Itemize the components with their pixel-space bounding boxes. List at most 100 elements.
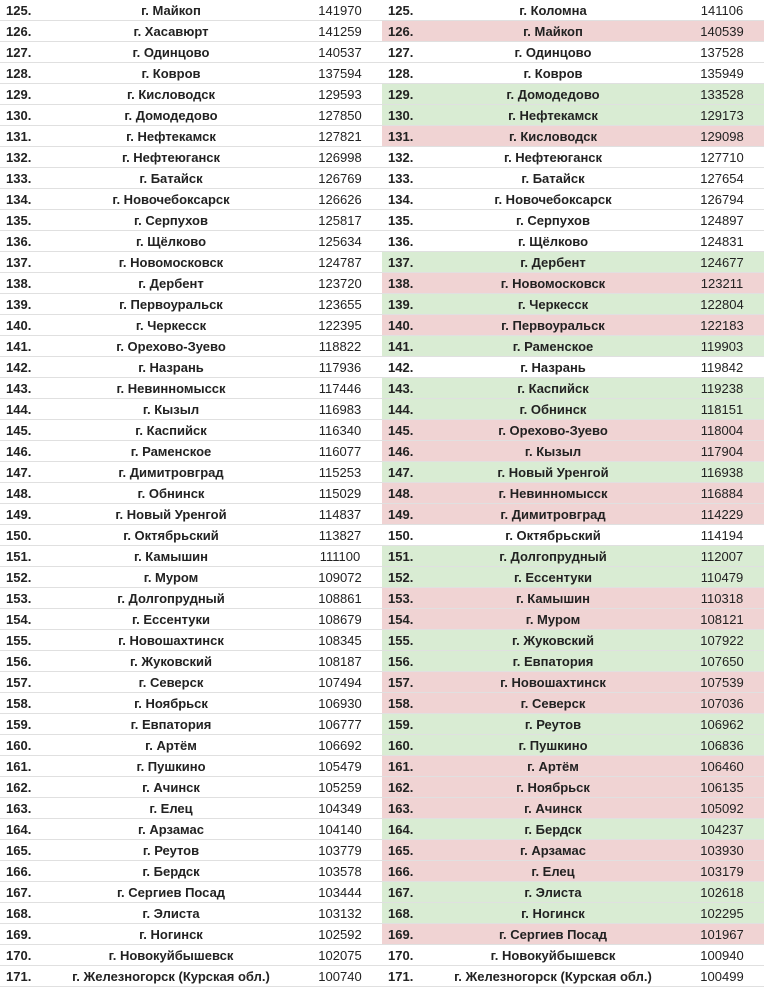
table-row: 133.г. Батайск126769 — [0, 168, 382, 189]
population-cell: 123655 — [298, 297, 382, 312]
population-cell: 104349 — [298, 801, 382, 816]
table-row: 167.г. Элиста102618 — [382, 882, 764, 903]
city-cell: г. Арзамас — [44, 822, 298, 837]
table-row: 136.г. Щёлково125634 — [0, 231, 382, 252]
table-row: 135.г. Серпухов124897 — [382, 210, 764, 231]
table-row: 129.г. Домодедово133528 — [382, 84, 764, 105]
population-cell: 118151 — [680, 402, 764, 417]
table-row: 163.г. Ачинск105092 — [382, 798, 764, 819]
rank-cell: 162. — [382, 780, 426, 795]
table-row: 168.г. Ногинск102295 — [382, 903, 764, 924]
rank-cell: 128. — [382, 66, 426, 81]
population-cell: 106836 — [680, 738, 764, 753]
population-cell: 106930 — [298, 696, 382, 711]
city-cell: г. Жуковский — [44, 654, 298, 669]
city-cell: г. Щёлково — [44, 234, 298, 249]
table-row: 157.г. Новошахтинск107539 — [382, 672, 764, 693]
city-cell: г. Ессентуки — [44, 612, 298, 627]
population-cell: 109072 — [298, 570, 382, 585]
population-cell: 103578 — [298, 864, 382, 879]
city-cell: г. Дербент — [426, 255, 680, 270]
city-cell: г. Ногинск — [426, 906, 680, 921]
city-cell: г. Октябрьский — [426, 528, 680, 543]
rank-cell: 161. — [382, 759, 426, 774]
rank-cell: 125. — [0, 3, 44, 18]
table-row: 146.г. Раменское116077 — [0, 441, 382, 462]
city-cell: г. Северск — [44, 675, 298, 690]
rank-cell: 146. — [0, 444, 44, 459]
population-cell: 118004 — [680, 423, 764, 438]
right-column: 125.г. Коломна141106126.г. Майкоп1405391… — [382, 0, 764, 987]
city-cell: г. Октябрьский — [44, 528, 298, 543]
population-cell: 102592 — [298, 927, 382, 942]
population-cell: 103930 — [680, 843, 764, 858]
city-cell: г. Ачинск — [426, 801, 680, 816]
population-cell: 124677 — [680, 255, 764, 270]
city-cell: г. Серпухов — [44, 213, 298, 228]
population-cell: 108861 — [298, 591, 382, 606]
table-row: 134.г. Новочебоксарск126626 — [0, 189, 382, 210]
city-cell: г. Обнинск — [426, 402, 680, 417]
city-cell: г. Элиста — [44, 906, 298, 921]
city-cell: г. Нефтеюганск — [426, 150, 680, 165]
population-cell: 126794 — [680, 192, 764, 207]
city-cell: г. Артём — [44, 738, 298, 753]
population-cell: 129593 — [298, 87, 382, 102]
table-row: 171.г. Железногорск (Курская обл.)100499 — [382, 966, 764, 987]
city-cell: г. Раменское — [426, 339, 680, 354]
rank-cell: 155. — [382, 633, 426, 648]
table-row: 160.г. Пушкино106836 — [382, 735, 764, 756]
table-row: 156.г. Евпатория107650 — [382, 651, 764, 672]
city-cell: г. Новокуйбышевск — [426, 948, 680, 963]
table-row: 157.г. Северск107494 — [0, 672, 382, 693]
city-cell: г. Кызыл — [44, 402, 298, 417]
table-row: 147.г. Димитровград115253 — [0, 462, 382, 483]
population-cell: 114229 — [680, 507, 764, 522]
table-row: 129.г. Кисловодск129593 — [0, 84, 382, 105]
city-cell: г. Реутов — [426, 717, 680, 732]
table-row: 151.г. Камышин111100 — [0, 546, 382, 567]
population-cell: 117904 — [680, 444, 764, 459]
rank-cell: 130. — [382, 108, 426, 123]
population-cell: 126998 — [298, 150, 382, 165]
population-cell: 119903 — [680, 339, 764, 354]
rank-cell: 152. — [0, 570, 44, 585]
rank-cell: 165. — [0, 843, 44, 858]
city-cell: г. Арзамас — [426, 843, 680, 858]
rank-cell: 128. — [0, 66, 44, 81]
table-row: 155.г. Жуковский107922 — [382, 630, 764, 651]
city-cell: г. Одинцово — [426, 45, 680, 60]
city-cell: г. Раменское — [44, 444, 298, 459]
rank-cell: 148. — [0, 486, 44, 501]
rank-cell: 164. — [382, 822, 426, 837]
city-cell: г. Бердск — [44, 864, 298, 879]
population-cell: 123720 — [298, 276, 382, 291]
city-cell: г. Новошахтинск — [426, 675, 680, 690]
city-cell: г. Кисловодск — [44, 87, 298, 102]
table-row: 144.г. Кызыл116983 — [0, 399, 382, 420]
rank-cell: 137. — [0, 255, 44, 270]
city-cell: г. Ковров — [44, 66, 298, 81]
population-cell: 141259 — [298, 24, 382, 39]
city-cell: г. Кызыл — [426, 444, 680, 459]
city-cell: г. Ногинск — [44, 927, 298, 942]
rank-cell: 135. — [0, 213, 44, 228]
city-cell: г. Первоуральск — [44, 297, 298, 312]
rank-cell: 146. — [382, 444, 426, 459]
city-cell: г. Назрань — [426, 360, 680, 375]
city-cell: г. Кисловодск — [426, 129, 680, 144]
population-cell: 122395 — [298, 318, 382, 333]
city-cell: г. Железногорск (Курская обл.) — [44, 969, 298, 984]
rank-cell: 171. — [382, 969, 426, 984]
population-cell: 129173 — [680, 108, 764, 123]
city-cell: г. Назрань — [44, 360, 298, 375]
rank-cell: 152. — [382, 570, 426, 585]
population-cell: 140539 — [680, 24, 764, 39]
rank-cell: 140. — [382, 318, 426, 333]
population-cell: 126769 — [298, 171, 382, 186]
population-cell: 125634 — [298, 234, 382, 249]
rank-cell: 159. — [0, 717, 44, 732]
city-cell: г. Невинномысск — [44, 381, 298, 396]
table-row: 165.г. Арзамас103930 — [382, 840, 764, 861]
population-cell: 105479 — [298, 759, 382, 774]
